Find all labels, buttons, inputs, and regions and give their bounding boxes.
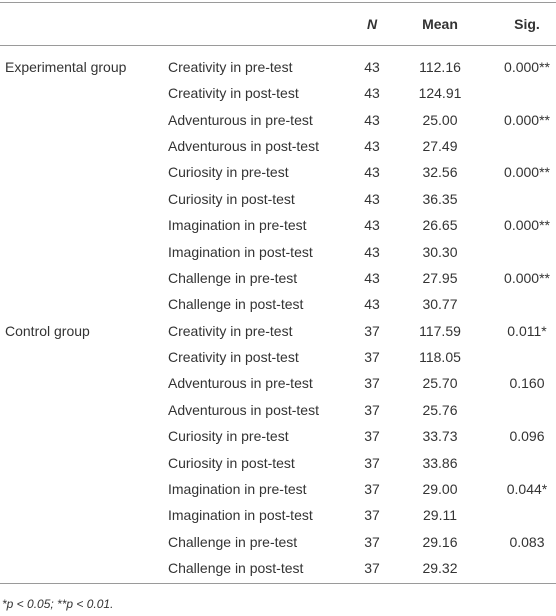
mean-value: 32.56 <box>422 164 458 181</box>
mean-value: 25.70 <box>422 375 458 392</box>
mean-value: 118.05 <box>419 349 461 366</box>
n-value: 37 <box>364 401 380 418</box>
n-value: 43 <box>364 85 380 102</box>
mean-value: 27.95 <box>422 269 458 286</box>
mean-value: 33.86 <box>422 454 458 471</box>
measure: Curiosity in post-test <box>168 454 295 471</box>
mean-value: 29.11 <box>423 507 457 524</box>
n-value: 43 <box>364 217 380 234</box>
measure: Curiosity in pre-test <box>168 164 289 181</box>
mean-value: 124.91 <box>418 85 462 102</box>
measure: Imagination in pre-test <box>168 217 307 234</box>
mean-value: 29.00 <box>422 480 458 497</box>
n-value: 37 <box>364 560 380 576</box>
measure: Challenge in post-test <box>168 560 304 576</box>
table-rule <box>0 583 556 584</box>
table-rule <box>0 45 556 46</box>
mean-value: 26.65 <box>422 217 458 234</box>
measure: Adventurous in post-test <box>168 401 319 418</box>
sig-value: 0.000** <box>504 111 550 128</box>
n-value: 37 <box>364 375 380 392</box>
n-value: 43 <box>364 190 380 207</box>
measure: Imagination in post-test <box>168 243 313 260</box>
sig-value: 0.000** <box>504 164 550 181</box>
mean-value: 30.77 <box>422 296 458 313</box>
measure: Challenge in pre-test <box>168 533 298 550</box>
measure: Creativity in post-test <box>168 85 299 102</box>
n-value: 37 <box>364 322 380 339</box>
n-value: 43 <box>364 164 380 181</box>
group-label: Control group <box>5 322 90 339</box>
measure: Imagination in pre-test <box>168 480 307 497</box>
measure: Curiosity in pre-test <box>168 428 289 445</box>
measure: Creativity in pre-test <box>168 322 293 339</box>
sig-value: 0.000** <box>504 217 550 234</box>
measure: Adventurous in post-test <box>168 138 319 155</box>
sig-value: 0.000** <box>504 269 550 286</box>
n-value: 37 <box>364 533 380 550</box>
n-value: 37 <box>364 507 380 524</box>
mean-value: 30.30 <box>422 243 458 260</box>
n-value: 43 <box>364 111 380 128</box>
column-header: Mean <box>422 16 458 32</box>
mean-value: 112.16 <box>419 59 461 75</box>
measure: Imagination in post-test <box>168 507 313 524</box>
column-header: Sig. <box>514 16 540 32</box>
n-value: 37 <box>364 454 380 471</box>
sig-value: 0.044* <box>506 480 548 497</box>
measure: Challenge in pre-test <box>168 269 298 286</box>
n-value: 37 <box>364 480 380 497</box>
n-value: 37 <box>364 349 380 366</box>
footnote: *p < 0.05; **p < 0.01. <box>2 597 114 611</box>
mean-value: 33.73 <box>422 428 458 445</box>
column-header: N <box>366 16 378 32</box>
sig-value: 0.000** <box>504 59 550 75</box>
mean-value: 25.00 <box>422 111 458 128</box>
mean-value: 29.16 <box>422 533 458 550</box>
n-value: 43 <box>364 296 380 313</box>
measure: Creativity in pre-test <box>168 59 293 75</box>
measure: Adventurous in pre-test <box>168 375 313 392</box>
measure: Creativity in post-test <box>168 349 299 366</box>
n-value: 43 <box>364 59 380 75</box>
sig-value: 0.160 <box>509 375 545 392</box>
measure: Curiosity in post-test <box>168 190 295 207</box>
sig-value: 0.011* <box>507 322 547 339</box>
n-value: 37 <box>364 428 380 445</box>
mean-value: 27.49 <box>422 138 458 155</box>
mean-value: 117.59 <box>419 322 461 339</box>
n-value: 43 <box>364 269 380 286</box>
mean-value: 25.76 <box>422 401 458 418</box>
n-value: 43 <box>364 243 380 260</box>
table-rule <box>0 2 556 3</box>
mean-value: 29.32 <box>422 560 458 576</box>
measure: Challenge in post-test <box>168 296 304 313</box>
sig-value: 0.096 <box>509 428 545 445</box>
group-label: Experimental group <box>5 59 127 75</box>
sig-value: 0.083 <box>509 533 545 550</box>
n-value: 43 <box>364 138 380 155</box>
measure: Adventurous in pre-test <box>168 111 313 128</box>
mean-value: 36.35 <box>422 190 458 207</box>
